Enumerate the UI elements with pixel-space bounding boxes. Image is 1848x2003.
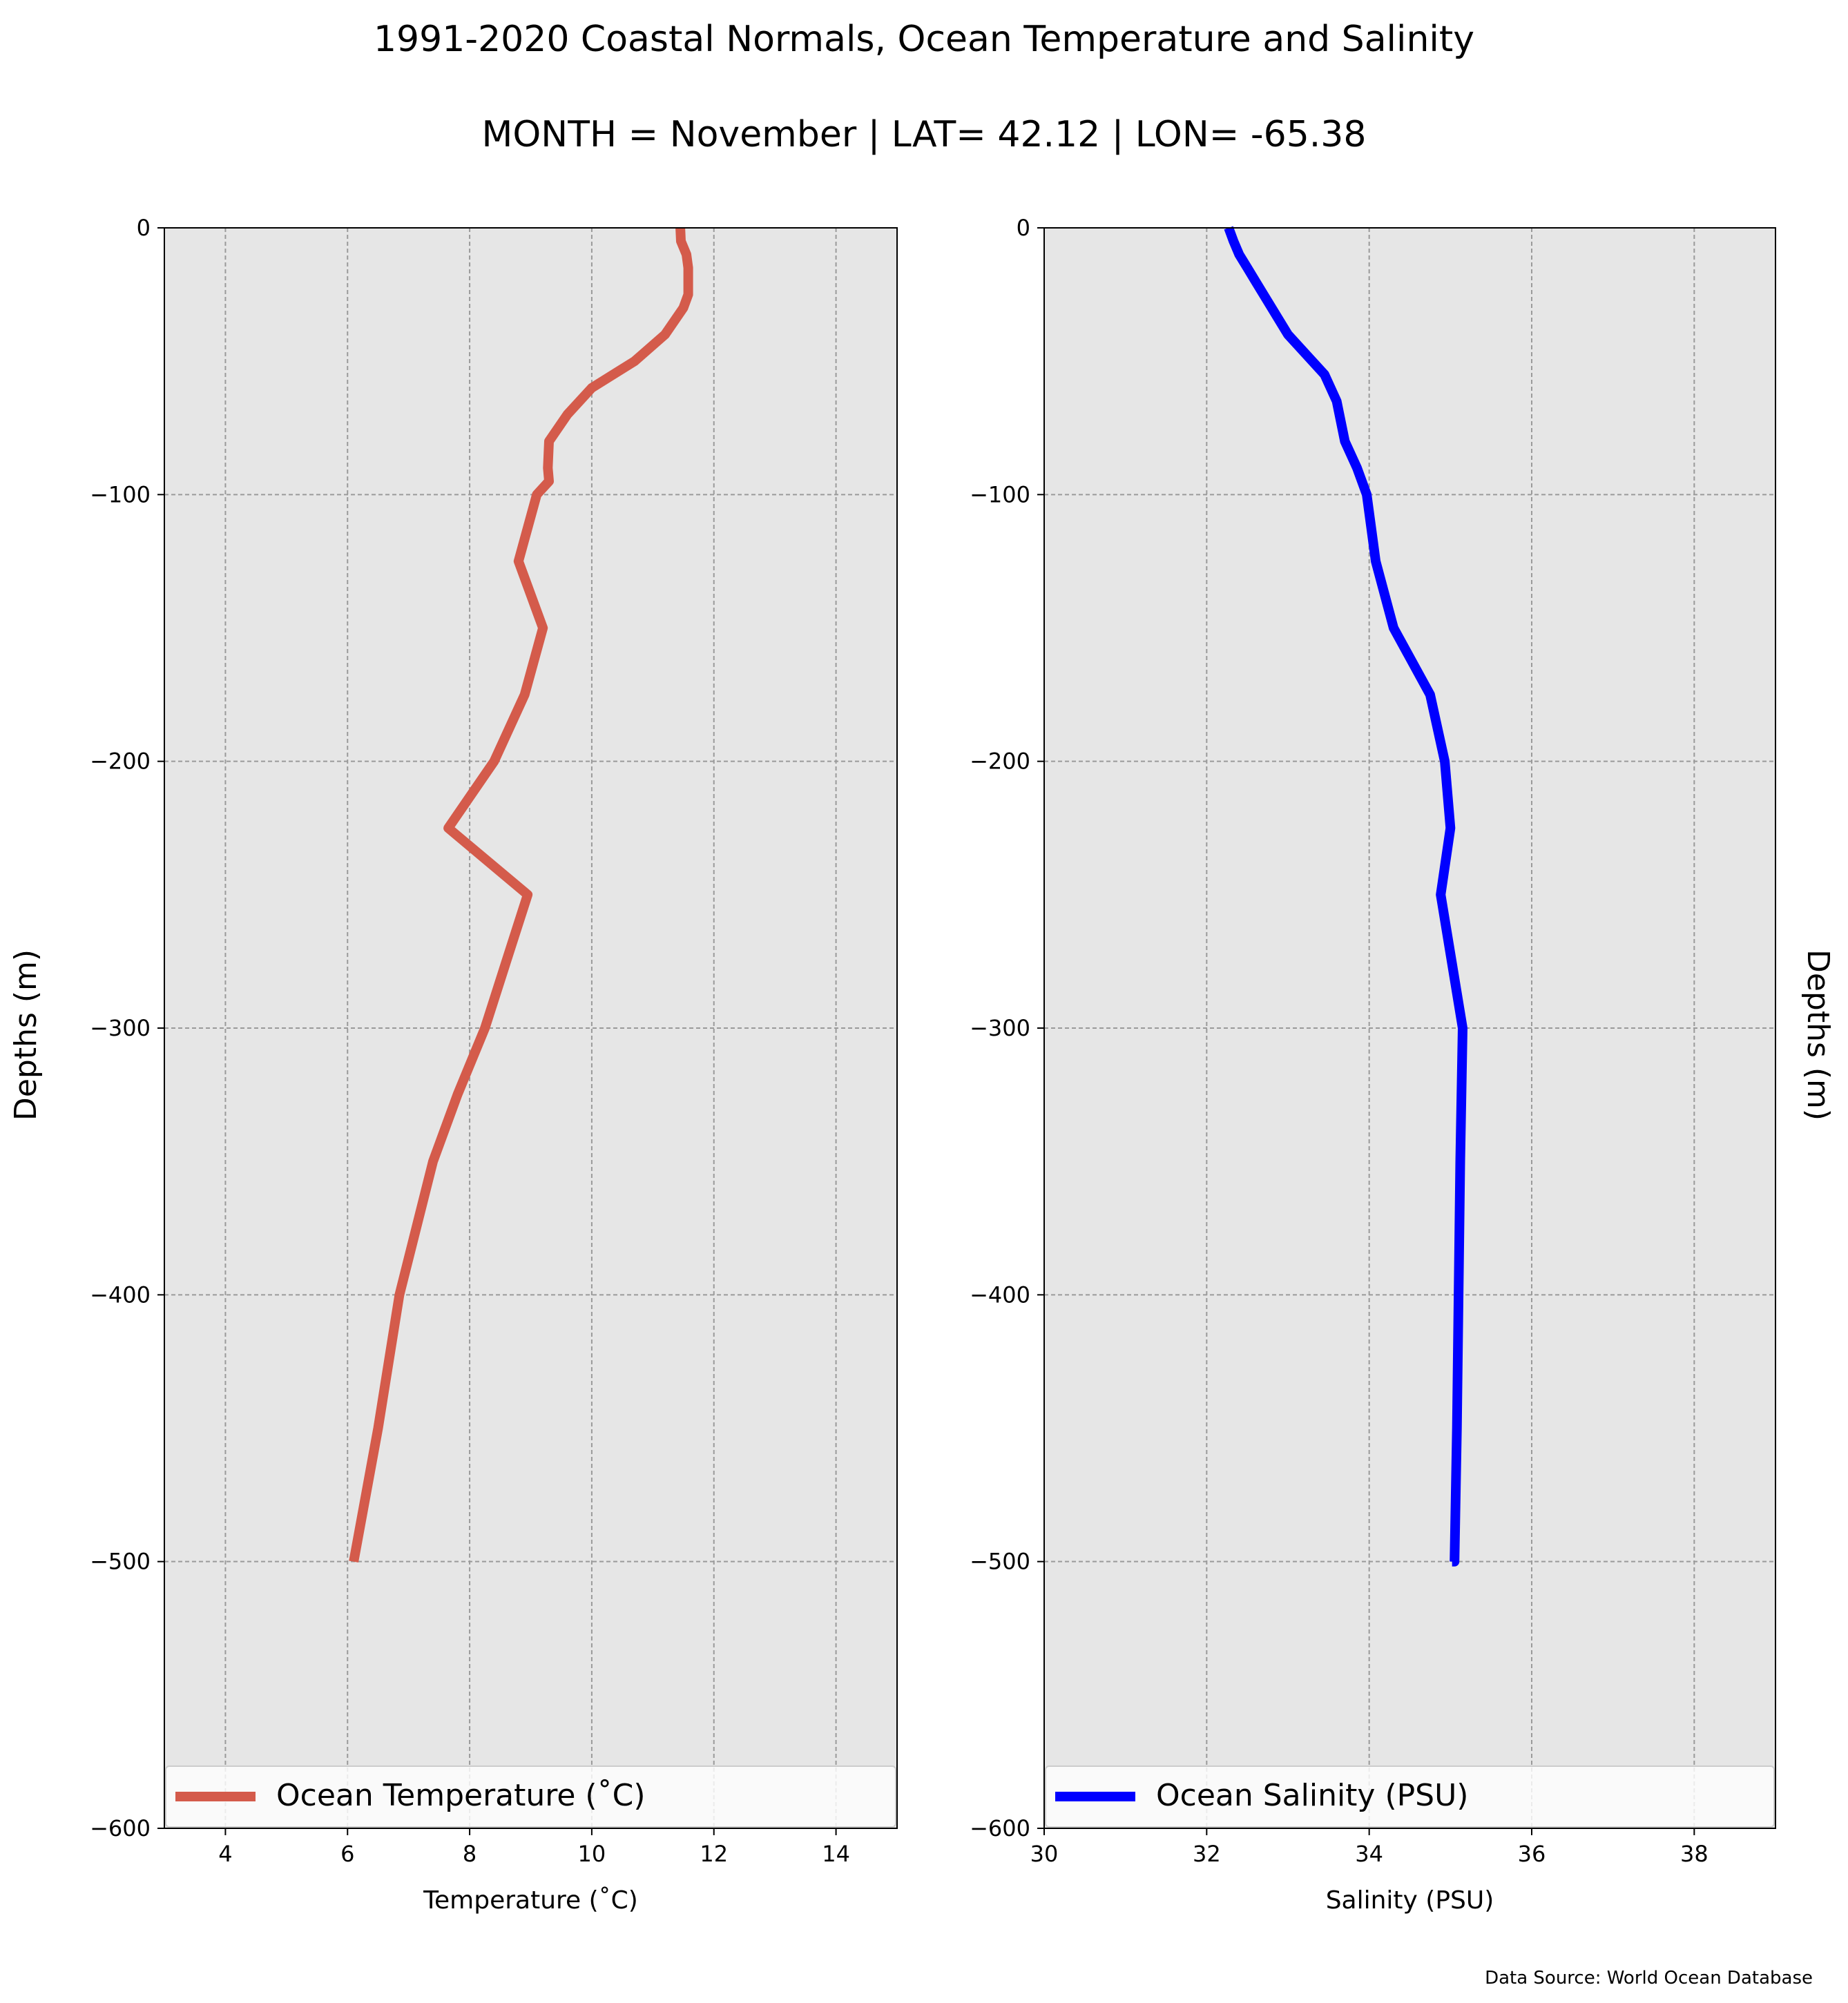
x-tick-label: 6: [340, 1841, 354, 1867]
y-tick-label: −200: [90, 748, 151, 775]
y-tick-label: −600: [90, 1815, 151, 1841]
y-tick-label: −300: [90, 1015, 151, 1041]
y-axis-label: Depths (m): [8, 949, 44, 1121]
series-line: [349, 227, 693, 1562]
x-tick-label: 4: [218, 1841, 232, 1867]
x-tick-label: 32: [1193, 1841, 1221, 1867]
y-tick-label: −400: [90, 1281, 151, 1308]
x-tick-label: 10: [578, 1841, 606, 1867]
y-tick-label: −100: [90, 481, 151, 507]
legend-box: [165, 1765, 896, 1828]
x-tick-label: 34: [1355, 1841, 1383, 1867]
chart-panels: 4 6 8 10 12 14 0 −100 −200 −300 −400 −500 −600 Ocean …: [8, 215, 1836, 1915]
y-tick-label: 0: [1017, 215, 1030, 241]
x-tick-label: 30: [1030, 1841, 1059, 1867]
series-line: [1224, 226, 1467, 1567]
y-tick-label: −200: [970, 748, 1030, 775]
panel-1: 4 6 8 10 12 14 0 −100 −200 −300 −400 −500 −600 Ocean …: [8, 215, 898, 1915]
x-axis-label: Salinity (PSU): [1326, 1886, 1494, 1915]
x-tick-label: 38: [1680, 1841, 1709, 1867]
legend-label: Ocean Salinity (PSU): [1156, 1778, 1468, 1813]
y-tick-label: −300: [970, 1015, 1030, 1041]
legend-box: [1045, 1765, 1775, 1828]
y-tick-label: −500: [970, 1549, 1030, 1575]
x-tick-label: 8: [463, 1841, 477, 1867]
legend-label: Ocean Temperature (˚C): [276, 1778, 646, 1813]
figure-title: 1991-2020 Coastal Normals, Ocean Tempera…: [374, 19, 1474, 60]
y-tick-label: −600: [970, 1815, 1030, 1841]
x-tick-label: 14: [822, 1841, 850, 1867]
plot-frame: [1043, 227, 1776, 1829]
y-tick-label: 0: [137, 215, 151, 241]
x-tick-label: 36: [1518, 1841, 1546, 1867]
source-note: Data Source: World Ocean Database: [1485, 1968, 1813, 1989]
plot-frame: [164, 227, 898, 1829]
x-tick-label: 12: [700, 1841, 728, 1867]
y-tick-label: −100: [970, 481, 1030, 507]
y-axis-label: Depths (m): [1800, 949, 1836, 1121]
y-tick-label: −400: [970, 1281, 1030, 1308]
y-tick-label: −500: [90, 1549, 151, 1575]
figure-subtitle: MONTH = November | LAT= 42.12 | LON= -65…: [482, 114, 1367, 155]
panel-2: 30 32 34 36 38 0 −100 −200 −300 −400 −500 −600 Ocean…: [970, 215, 1836, 1915]
x-axis-label: Temperature (˚C): [423, 1886, 638, 1915]
